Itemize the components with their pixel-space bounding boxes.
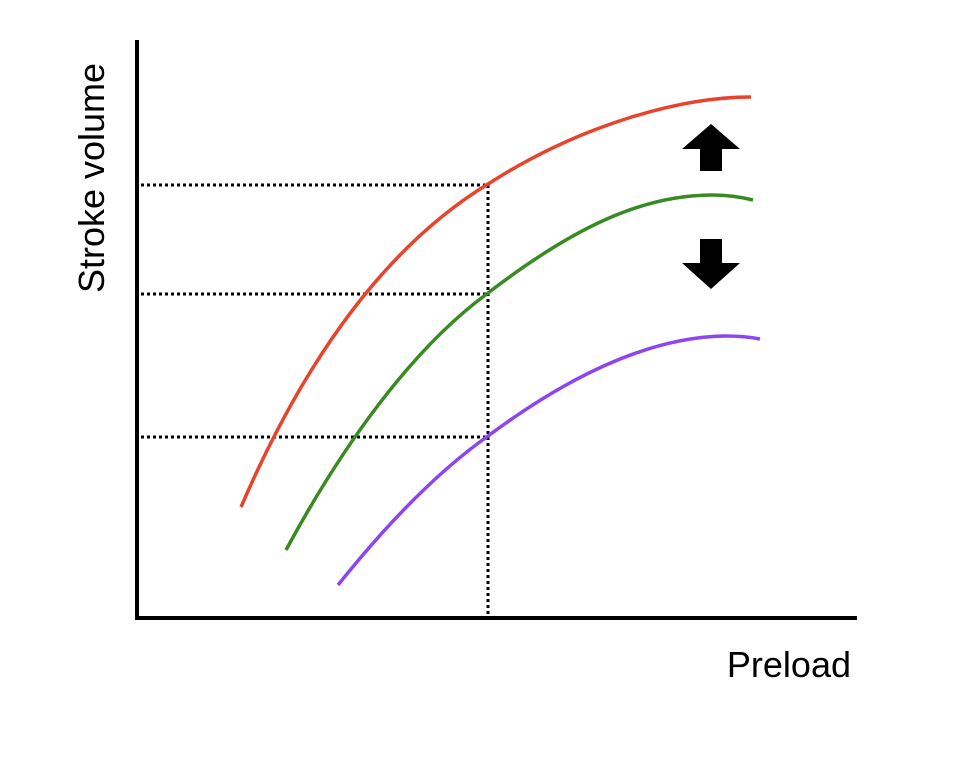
y-axis-label: Stroke volume bbox=[71, 63, 112, 293]
curve-increased bbox=[239, 95, 752, 508]
curve-decreased bbox=[336, 334, 761, 587]
curve-normal bbox=[284, 193, 754, 551]
x-axis-label: Preload bbox=[727, 644, 851, 685]
up-arrow bbox=[682, 124, 740, 171]
guide-lines bbox=[141, 183, 490, 616]
down-arrow bbox=[682, 239, 740, 289]
